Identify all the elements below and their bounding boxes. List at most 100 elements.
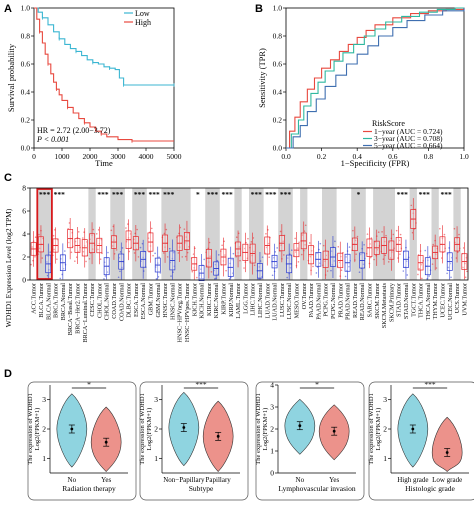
boxplot-point [53,248,56,251]
boxplot-point [395,229,398,232]
boxplot-point [344,275,347,278]
boxplot-point [46,261,48,263]
violin-plot-3: 0 1 2 3 4 The expression of WDHD1 Log2(FPKM+1)… [255,380,365,501]
roc-x-tick-label: 0.4 [353,152,363,161]
boxplot-point [154,252,156,255]
boxplot-category-label: BRCA−Basal.Tumor [67,283,74,335]
boxplot-point [458,233,460,236]
boxplot-category-label: MESO.Tumor [293,283,300,318]
violin-y-tick-label: 3 [270,403,274,412]
boxplot-category-label: SKCM.Metastasis [381,282,388,328]
roc-x-axis-label: 1−Specificity (FPR) [341,158,410,168]
boxplot-point [250,241,253,243]
boxplot-axes: 0 2 4 6 8 [22,184,30,285]
boxplot-point [74,260,76,262]
boxplot-category-label: CHOL.Tumor [96,283,103,318]
boxplot-point [356,235,359,238]
boxplot-point [181,256,184,258]
boxplot-point [373,258,375,261]
roc-y-tick-label: 1.0 [273,4,283,13]
violin-y-axis-label-2: Log2(FPKM+1) [146,408,153,451]
boxplot-point [283,254,285,256]
boxplot-significance-label: *** [265,190,277,199]
violin-y-axis-label-2: Log2(FPKM+1) [375,408,382,451]
boxplot-point [49,251,52,253]
boxplot-point [165,228,168,231]
boxplot-category-labels: ACC.Tumor BLCA.Tumor BLCA.Normal BRCA.Tumor… [31,282,469,342]
boxplot-point [286,276,288,279]
boxplot-point [352,229,354,232]
violin-x-axis-label: Lymphovascular invasion [278,484,356,493]
boxplot-point [340,269,343,272]
boxplot-point [276,247,278,249]
km-p-value: P < 0.001 [36,135,69,144]
km-curves [34,7,175,143]
boxplot-category-label: BLCA.Normal [45,283,52,320]
boxplot-shade-band [431,188,439,280]
violin-plot-card [139,381,249,501]
boxplot-point [70,251,73,254]
boxplot-point [304,244,306,246]
boxplot-point [52,234,55,237]
boxplot-point [363,244,365,246]
boxplot-point [235,236,238,239]
boxplot-point [125,227,127,229]
boxplot-point [34,236,37,239]
boxplot-significance-label: *** [112,190,124,199]
boxplot-category-label: LGG.Tumor [242,283,249,314]
boxplot-point [38,233,40,236]
km-plot: 0 1000 2000 3000 4000 50000.00.20.40.60.81.0 … [6,4,182,169]
boxplot-point [402,270,405,272]
boxplot-category-label: KIRP.Tumor [220,283,227,315]
boxplot-point [289,267,292,269]
roc-plot: 0.0 0.2 0.4 0.6 0.8 1.0 0.0 0.2 0.4 0.6 0.8 1.0 Ris… [257,4,469,169]
boxplot-category-label: KIRP.Normal [228,283,235,317]
km-hazard-ratio: HR = 2.72 (2.00−3.72) [37,126,111,135]
boxplot-category-label: CHOL.Normal [104,283,111,321]
boxplot-point [88,258,91,260]
boxplot-point [170,275,172,277]
boxplot-point [300,253,303,256]
violin-category-label: High grade [397,476,428,484]
boxplot-category-label: BRCA.Tumor [53,283,60,318]
boxplot-point [159,272,162,274]
boxplot-category-label: PCPG.Tumor [323,283,330,317]
boxplot-point [316,252,318,255]
boxplot-category-label: LUSC.Normal [286,283,293,320]
boxplot-category-label: BRCA−Luminal.Tumor [82,283,89,342]
boxplot-point [214,278,216,280]
boxplot-category-label: KICH.Tumor [191,283,198,316]
boxplot-category-label: HNSC−HPVpos.Tumor [184,283,191,342]
boxplot-point [81,237,84,239]
boxplot-point [282,240,284,243]
boxplot-point [418,267,421,270]
km-x-axis-label: Time [95,158,113,168]
boxplot-point [360,253,362,256]
boxplot-point [99,258,102,260]
boxplot-point [345,256,348,258]
boxplot-category-label: ACC.Tumor [31,283,38,314]
km-x-tick-label: 0 [32,152,36,161]
boxplot-category-label: SKCM.Tumor [374,283,381,319]
violin-mean-point [104,440,108,444]
boxplot-point [41,257,44,259]
km-y-tick-label: 0.2 [21,116,31,125]
violin-category-label: Yes [329,476,339,484]
boxplot-point [267,242,270,245]
boxplot-category-label: HNSC−HPVneg.Tumor [177,283,184,342]
violin-category-label: Yes [101,476,111,484]
boxplot-category-label: PRAD.Normal [345,283,352,320]
violin-y-axis-label: The expression of WDHD1 [368,393,375,465]
violin-y-axis-label-2: Log2(FPKM+1) [34,408,41,451]
boxplot-category-label: ESCA.Tumor [133,283,140,317]
boxplot-category-label: PAAD.Normal [315,283,322,320]
boxplot-category-label: PRAD.Tumor [337,283,344,318]
boxplot-point [429,255,431,258]
boxplot-category-label: UVM.Tumor [461,283,468,316]
boxplot-point [216,259,219,262]
boxplot-category-label: LAML.Tumor [235,283,242,319]
boxplot-category-label: COAD.Tumor [111,283,118,319]
boxplot-point [377,231,380,233]
boxplot-point [238,246,241,248]
